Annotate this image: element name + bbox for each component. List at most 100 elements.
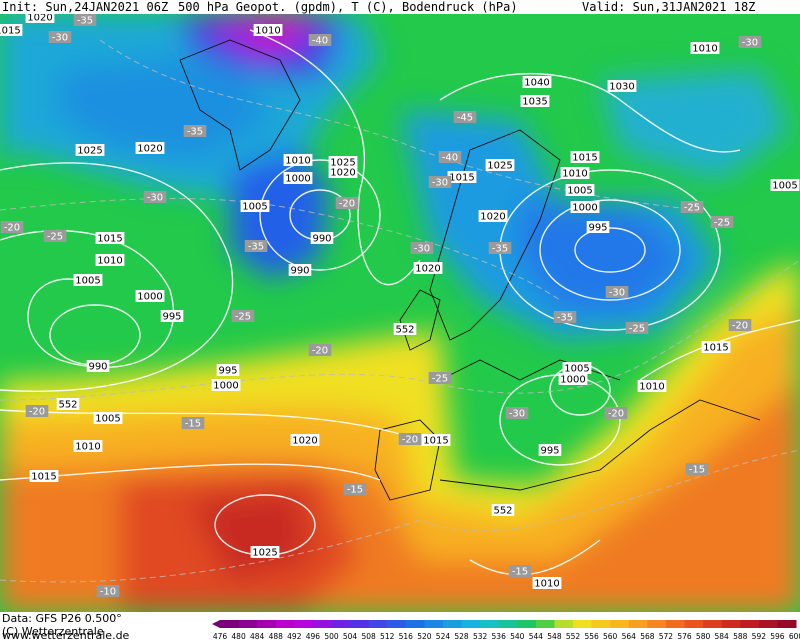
pressure-label-box [447,171,477,183]
colorbar-swatch [424,620,444,628]
pressure-label: 1010 [639,382,664,393]
pressure-label-box [240,200,270,212]
colorbar-label: 568 [640,632,655,641]
pressure-label: 990 [312,234,331,245]
pressure-label-box [560,167,590,179]
temperature-label-box [96,585,120,597]
pressure-label: 1020 [27,13,52,24]
colorbar-label: 496 [306,632,321,641]
data-source: Data: GFS P26 0.500° [2,612,122,625]
temperature-label: -15 [347,485,363,496]
colorbar-swatch [294,620,314,628]
temperature-label-box [25,405,49,417]
pressure-label: 1030 [609,82,634,93]
temperature-label: -20 [608,409,624,420]
colorbar-swatch [573,620,593,628]
colorbar-label: 592 [752,632,767,641]
colorbar-swatch [480,620,500,628]
pressure-label: 1020 [415,264,440,275]
temperature-label: -35 [248,242,264,253]
colorbar-swatch [368,620,388,628]
height-label-box [393,323,417,335]
colorbar-swatch [684,620,704,628]
pressure-label: 1000 [285,174,310,185]
colorbar-swatch [442,620,463,628]
pressure-label-box [562,362,592,374]
temperature-label: -20 [402,435,418,446]
pressure-label-box [160,310,184,322]
temperature-label-box [48,31,72,43]
temperature-label-box [625,322,649,334]
pressure-label: 1010 [285,156,310,167]
pressure-label: 1020 [292,436,317,447]
coastlines [179,39,761,501]
pressure-label: 1010 [75,442,100,453]
colorbar-swatch [740,620,760,628]
pressure-label-box [690,42,720,54]
pressure-label: 1040 [524,78,549,89]
temperature-label: -25 [714,218,730,229]
temperature-label: -35 [77,16,93,27]
pressure-label: 1005 [564,364,589,375]
pressure-label-box [95,254,125,266]
colorbar-label: 512 [380,632,395,641]
temperature-label: -45 [457,113,473,124]
colorbar-swatch [703,620,723,628]
colorbar-swatch [275,620,295,628]
temperature-label: -15 [689,465,705,476]
pressure-label-box [607,80,637,92]
temperature-label: -30 [509,409,525,420]
pressure-label: 1010 [97,256,122,267]
pressure-label: 995 [218,366,237,377]
pressure-label: 1025 [487,161,512,172]
temperature-label-box [553,311,577,323]
colorbar-swatch [387,620,407,628]
colorbar-label: 536 [492,632,507,641]
temperature-label-box [680,201,704,213]
pressure-label-box [770,179,800,191]
pressure-label: 1005 [567,186,592,197]
pressure-label-box [86,360,110,372]
temperature-label-box [73,14,97,26]
colorbar-label: 504 [343,632,358,641]
temperature-label-box [398,433,422,445]
colorbar-label: 588 [733,632,748,641]
website: www.wetterzentrale.de [2,629,130,642]
temperature-label: -35 [557,313,573,324]
pressure-label-box [565,184,595,196]
colorbar-label: 528 [454,632,469,641]
temperature-label-box [183,125,207,137]
temperature-label-box [505,407,529,419]
temperature-label-box [231,310,255,322]
pressure-label: 1005 [772,181,797,192]
colorbar-swatch [554,620,574,628]
pressure-label: 1015 [449,173,474,184]
pressure-label-box [310,232,334,244]
pressure-label-box [328,166,358,178]
pressure-label-box [538,444,562,456]
temperature-label-box [143,191,167,203]
pressure-label-box [95,232,125,244]
colorbar-label: 560 [603,632,618,641]
colorbar-swatch [498,620,518,628]
height-label: 552 [395,325,414,336]
pressure-label-box [328,156,358,168]
colorbar-label: 540 [510,632,525,641]
pressure-label: 1005 [95,414,120,425]
temperature-label: -10 [100,587,116,598]
pressure-label: 1005 [75,276,100,287]
pressure-label-box [283,172,313,184]
pressure-label-box [250,546,280,558]
temperature-label-box [604,407,628,419]
init-time: Init: Sun,24JAN2021 06Z [2,0,168,14]
pressure-label-box [288,264,312,276]
colorbar-label: 520 [417,632,432,641]
temperature-label: -20 [312,346,328,357]
colorbar: 476 480 484 488 492 496 500 504 508 512 516 520 524 5… [212,620,800,641]
pressure-label: 1010 [692,44,717,55]
copyright: (C) Wetterzentrale [2,625,104,638]
temperature-label-box [244,240,268,252]
temperature-label: -20 [339,199,355,210]
